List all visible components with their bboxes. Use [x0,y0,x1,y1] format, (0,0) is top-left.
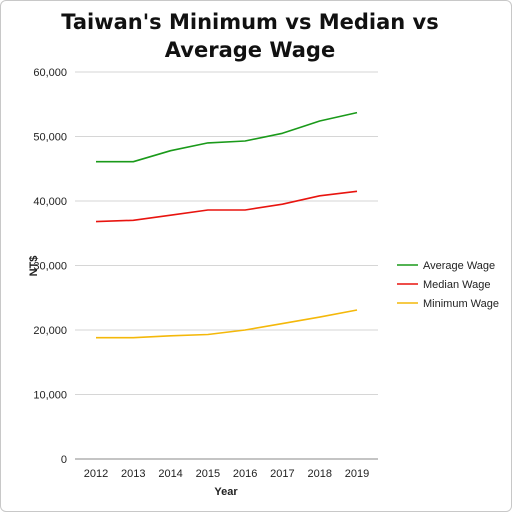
x-tick-label: 2015 [196,468,220,480]
legend-label: Average Wage [423,260,495,272]
legend: Average Wage Median Wage Minimum Wage [397,260,499,310]
y-tick-label: 30,000 [33,261,67,273]
series-lines [95,111,358,339]
series-line-minimum-wage [96,309,358,339]
x-tick-label: 2014 [158,468,182,480]
y-tick-label: 20,000 [33,325,67,337]
x-axis-tick-labels: 2012 2013 2014 2015 2016 2017 2018 2019 [84,468,369,480]
y-tick-label: 50,000 [33,132,67,144]
series-line-median-wage [95,190,358,223]
x-tick-label: 2012 [84,468,108,480]
x-tick-label: 2019 [345,468,369,480]
y-tick-label: 60,000 [33,67,67,79]
legend-label: Minimum Wage [423,298,499,310]
x-tick-label: 2017 [270,468,294,480]
x-tick-label: 2013 [121,468,145,480]
y-tick-label: 10,000 [33,390,67,402]
y-tick-label: 0 [61,454,67,466]
y-axis-title: NT$ [28,256,40,277]
y-tick-label: 40,000 [33,196,67,208]
x-axis-title: Year [214,486,238,498]
series-line-average-wage [96,111,358,163]
x-tick-label: 2018 [307,468,331,480]
chart-title: Taiwan's Minimum vs Median vs Average Wa… [61,10,439,62]
legend-label: Median Wage [423,279,490,291]
x-tick-label: 2016 [233,468,257,480]
y-axis-tick-labels: 0 10,000 20,000 30,000 40,000 50,000 60,000 [33,67,67,466]
gridlines [75,71,378,460]
